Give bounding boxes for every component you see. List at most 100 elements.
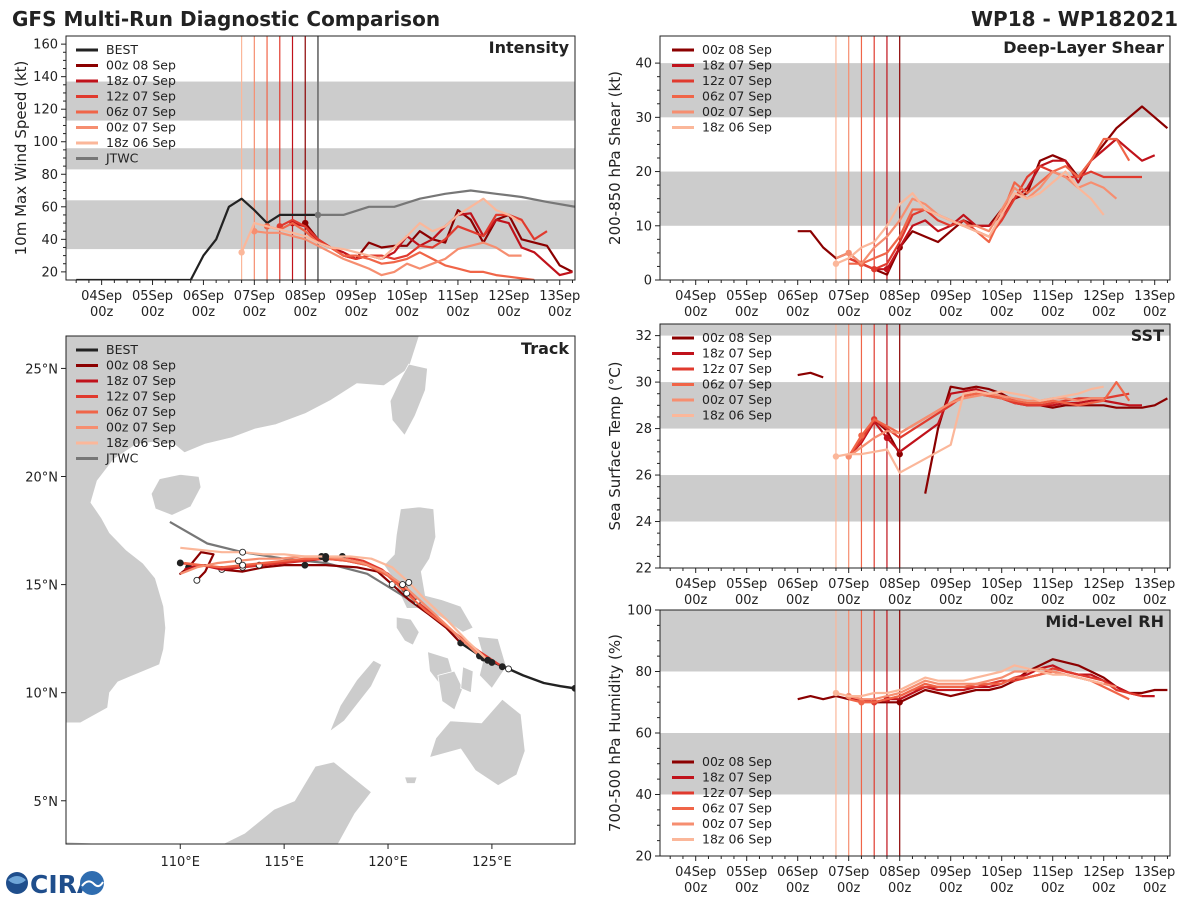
x-tick-date: 06Sep — [777, 865, 818, 880]
map-frame — [65, 335, 576, 845]
init-point — [858, 699, 865, 706]
shade-band — [660, 63, 1170, 118]
mainland-land — [66, 336, 420, 724]
x-tick-date: 06Sep — [777, 289, 818, 304]
x-tick-hour: 00z — [1041, 305, 1065, 320]
track-position-marker — [176, 559, 184, 567]
sst-panel: 22242628303204Sep00z05Sep00z06Sep00z07Se… — [606, 323, 1175, 608]
y-axis-label: 700-500 hPa Humidity (%) — [606, 634, 624, 832]
init-point — [832, 260, 840, 267]
x-tick-hour: 00z — [837, 881, 861, 896]
x-tick-hour: 00z — [395, 305, 419, 320]
borneo-land — [66, 761, 372, 844]
mindanao-land — [428, 698, 526, 787]
lat-tick-label: 10°N — [25, 687, 58, 702]
series-line — [76, 197, 318, 280]
lat-tick-label: 15°N — [25, 579, 58, 594]
x-tick-hour: 00z — [939, 305, 963, 320]
axes-frame — [659, 323, 1171, 569]
legend-label: 00z 08 Sep — [106, 358, 176, 373]
init-point — [845, 249, 852, 257]
y-tick-label: 40 — [41, 233, 58, 248]
x-tick-date: 13Sep — [1134, 289, 1175, 304]
x-tick-hour: 00z — [786, 305, 810, 320]
legend-label: 18z 07 Sep — [106, 73, 176, 88]
palawan-land — [328, 659, 383, 733]
init-point — [858, 432, 865, 439]
x-tick-hour: 00z — [990, 305, 1014, 320]
legend-label: 18z 07 Sep — [702, 770, 772, 785]
y-tick-label: 160 — [33, 38, 58, 53]
lat-tick-label: 20°N — [25, 471, 58, 486]
y-axis-label: 10m Max Wind Speed (kt) — [12, 61, 30, 256]
x-tick-date: 04Sep — [675, 289, 716, 304]
x-tick-hour: 00z — [1092, 593, 1116, 608]
legend-label: 00z 08 Sep — [106, 58, 176, 73]
plot-area — [660, 610, 1170, 856]
x-tick-date: 08Sep — [879, 865, 920, 880]
y-tick-label: 20 — [635, 850, 652, 865]
x-tick-date: 09Sep — [930, 577, 971, 592]
x-tick-date: 04Sep — [675, 865, 716, 880]
x-tick-date: 10Sep — [387, 289, 428, 304]
legend-label: 18z 07 Sep — [702, 346, 772, 361]
init-point — [832, 689, 840, 697]
shade-band — [66, 148, 575, 170]
legend-label: BEST — [106, 42, 138, 57]
y-tick-label: 30 — [635, 111, 652, 126]
panel-title: Deep-Layer Shear — [1003, 38, 1164, 57]
y-axis-label: 200-850 hPa Shear (kt) — [606, 71, 624, 245]
track-line — [184, 557, 493, 664]
legend-label: 18z 06 Sep — [702, 408, 772, 423]
lon-tick-label: 115°E — [264, 855, 304, 870]
y-tick-label: 28 — [635, 422, 652, 437]
series-line — [848, 392, 1104, 458]
track-position-marker — [234, 557, 242, 565]
legend-label: JTWC — [105, 451, 139, 466]
legend-label: 00z 07 Sep — [106, 120, 176, 135]
plot-area — [660, 36, 1170, 280]
x-tick-date: 08Sep — [879, 577, 920, 592]
series-line — [292, 212, 573, 277]
intensity-panel: 2040608010012014016004Sep00z05Sep00z06Se… — [12, 35, 580, 320]
lat-tick-label: 25°N — [25, 362, 58, 377]
y-tick-label: 100 — [627, 604, 652, 619]
legend-label: 12z 07 Sep — [702, 361, 772, 376]
x-tick-date: 12Sep — [1083, 865, 1124, 880]
lon-tick-label: 120°E — [368, 855, 408, 870]
legend-label: 00z 07 Sep — [702, 392, 772, 407]
legend-label: 06z 07 Sep — [106, 404, 176, 419]
series-line — [797, 371, 824, 379]
track-position-marker — [403, 589, 411, 597]
legend-label: 00z 08 Sep — [702, 754, 772, 769]
y-tick-label: 24 — [635, 515, 652, 530]
x-tick-date: 09Sep — [930, 289, 971, 304]
legend-label: 00z 08 Sep — [702, 330, 772, 345]
x-tick-hour: 00z — [888, 881, 912, 896]
hainan-land — [150, 473, 202, 516]
shade-band — [66, 81, 575, 121]
x-tick-hour: 00z — [1143, 881, 1167, 896]
y-tick-label: 0 — [644, 274, 652, 289]
legend-label: 12z 07 Sep — [106, 89, 176, 104]
legend-label: 00z 07 Sep — [106, 420, 176, 435]
x-tick-hour: 00z — [735, 305, 759, 320]
x-tick-date: 04Sep — [81, 289, 122, 304]
series-line — [835, 170, 1118, 265]
series-line — [318, 189, 575, 216]
track-position-marker — [239, 548, 247, 556]
track-position-marker — [571, 684, 575, 692]
negros-land — [437, 670, 464, 711]
x-tick-date: 13Sep — [1134, 577, 1175, 592]
x-tick-hour: 00z — [684, 593, 708, 608]
x-tick-date: 07Sep — [828, 289, 869, 304]
x-tick-hour: 00z — [446, 305, 470, 320]
mindoro-land — [395, 616, 420, 646]
series-line — [847, 381, 1131, 458]
legend-label: 06z 07 Sep — [702, 377, 772, 392]
track-position-marker — [405, 578, 413, 586]
x-tick-date: 10Sep — [981, 577, 1022, 592]
rh-panel: 2040608010004Sep00z05Sep00z06Sep00z07Sep… — [606, 604, 1175, 897]
plot-area — [660, 324, 1170, 568]
